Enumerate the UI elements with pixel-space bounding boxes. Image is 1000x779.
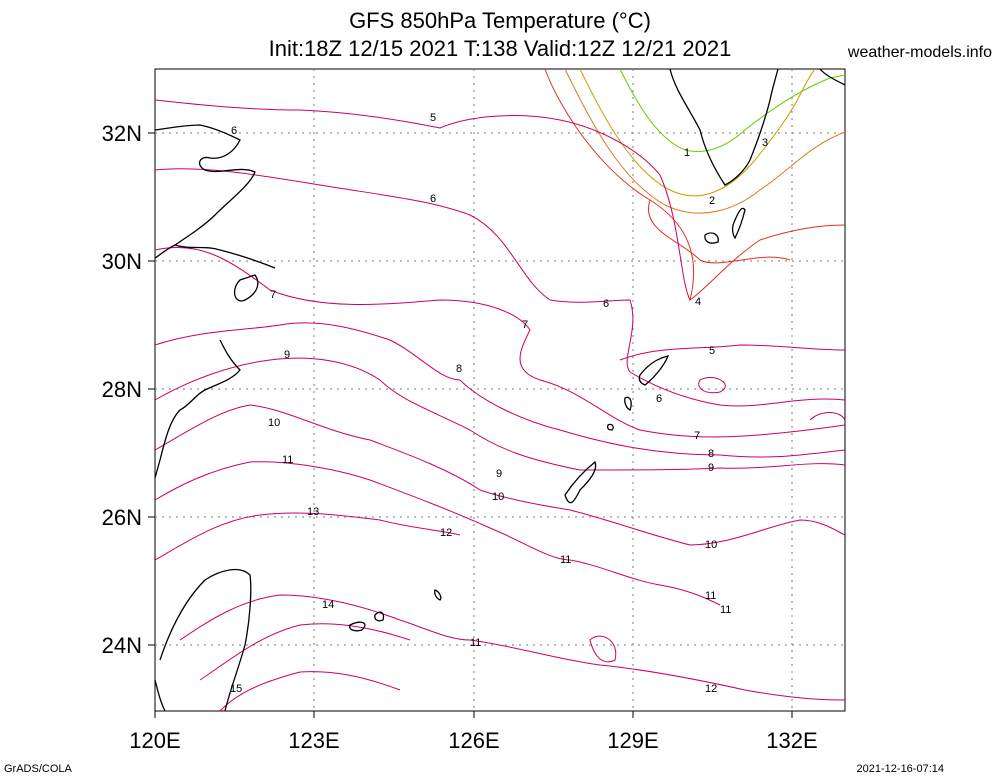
coastline-islands-zhoushan — [233, 274, 259, 302]
coastline-island-okinoerabu — [606, 423, 614, 431]
contour-label: 9 — [708, 462, 714, 474]
contour-line-10 — [154, 404, 846, 546]
contour-label: 10 — [492, 491, 504, 503]
plot-frame — [154, 68, 846, 712]
contour-lines — [154, 68, 846, 712]
contour-label: 11 — [720, 604, 731, 616]
footer-credit: GrADS/COLA — [4, 763, 72, 775]
contour-label: 9 — [496, 468, 502, 480]
contour-label: 14 — [322, 599, 334, 611]
contour-label: 6 — [603, 298, 609, 310]
contour-label: 15 — [230, 683, 242, 695]
coastline-china-mid — [174, 244, 276, 269]
y-tick-label: 28N — [102, 377, 142, 402]
coastline-island-tokuno — [624, 396, 632, 411]
y-tick-label: 32N — [102, 121, 142, 146]
coastline-tanegashima — [731, 207, 746, 240]
contour-label: 4 — [695, 296, 701, 308]
contour-label: 1 — [684, 147, 690, 159]
contour-line-small-1 — [809, 412, 846, 421]
contour-line-12 — [154, 512, 461, 561]
contour-label: 6 — [656, 393, 662, 405]
contour-label: 8 — [708, 448, 714, 460]
coastline-shikoku — [819, 68, 846, 86]
contour-line-5 — [154, 99, 691, 301]
contour-label: 9 — [284, 349, 290, 361]
coastline-yakushima — [704, 232, 719, 244]
coastline-china-south — [154, 339, 241, 479]
contour-label: 7 — [522, 319, 528, 331]
contour-label: 10 — [268, 417, 280, 429]
coastline-china-north — [154, 124, 256, 259]
contour-label: 5 — [430, 112, 436, 124]
contour-line-3 — [564, 68, 846, 214]
coastline-island-ishigaki — [374, 611, 385, 622]
contour-label: 6 — [430, 193, 436, 205]
contour-label: 11 — [560, 554, 571, 566]
footer-timestamp: 2021-12-16-07:14 — [856, 763, 944, 775]
contour-line-4 — [544, 68, 846, 302]
contour-line-11 — [154, 461, 721, 606]
coastline-taiwan — [159, 568, 252, 712]
site-credit: weather-models.info — [847, 44, 992, 61]
contour-line-1 — [619, 68, 846, 153]
contour-label: 5 — [709, 345, 715, 357]
coastline-china-southeast — [154, 679, 166, 712]
x-tick-label: 123E — [288, 728, 339, 753]
y-tick-label: 26N — [102, 505, 142, 530]
x-tick-label: 120E — [129, 728, 180, 753]
contour-label: 11 — [470, 637, 481, 649]
map-subtitle: Init:18Z 12/15 2021 T:138 Valid:12Z 12/2… — [268, 36, 732, 61]
contour-label: 12 — [705, 683, 717, 695]
contour-label: 8 — [456, 363, 462, 375]
coastline-island-miyako — [349, 621, 366, 632]
coastline-amami — [638, 355, 670, 386]
contour-line-7 — [154, 246, 846, 438]
coastline-kyushu — [669, 68, 779, 186]
contour-label: 3 — [762, 137, 768, 149]
contour-labels: 1 2 3 4 5 5 6 6 6 6 7 7 7 8 8 9 9 9 10 1… — [230, 112, 768, 695]
coastline-okinawa — [564, 460, 597, 504]
contour-line-small-3 — [698, 377, 726, 394]
contour-label: 11 — [705, 590, 716, 602]
coastlines — [154, 68, 846, 712]
contour-label: 12 — [440, 527, 452, 539]
x-tick-label: 132E — [766, 728, 817, 753]
contour-label: 11 — [282, 454, 293, 466]
contour-line-5b — [619, 344, 846, 361]
contour-line-2 — [579, 68, 816, 197]
y-tick-label: 30N — [102, 249, 142, 274]
contour-line-8 — [154, 322, 846, 458]
contour-line-small-2 — [589, 635, 617, 663]
coastline-island-small — [434, 589, 442, 601]
tick-marks — [148, 132, 793, 718]
contour-label: 6 — [231, 125, 237, 137]
y-tick-label: 24N — [102, 633, 142, 658]
contour-label: 10 — [705, 539, 717, 551]
map-title: GFS 850hPa Temperature (°C) — [349, 8, 651, 33]
contour-line-13 — [199, 623, 411, 681]
x-tick-label: 129E — [607, 728, 658, 753]
contour-line-4b — [647, 199, 791, 264]
contour-line-14 — [219, 671, 401, 712]
contour-label: 7 — [694, 430, 700, 442]
contour-label: 7 — [270, 289, 276, 301]
contour-line-9 — [154, 357, 846, 471]
grid-lines — [155, 69, 845, 711]
contour-label: 13 — [307, 506, 319, 518]
contour-line-6b — [629, 371, 846, 407]
contour-line-12b — [179, 594, 846, 701]
contour-label: 2 — [709, 195, 715, 207]
contour-line-6 — [154, 168, 634, 373]
x-tick-label: 126E — [448, 728, 499, 753]
